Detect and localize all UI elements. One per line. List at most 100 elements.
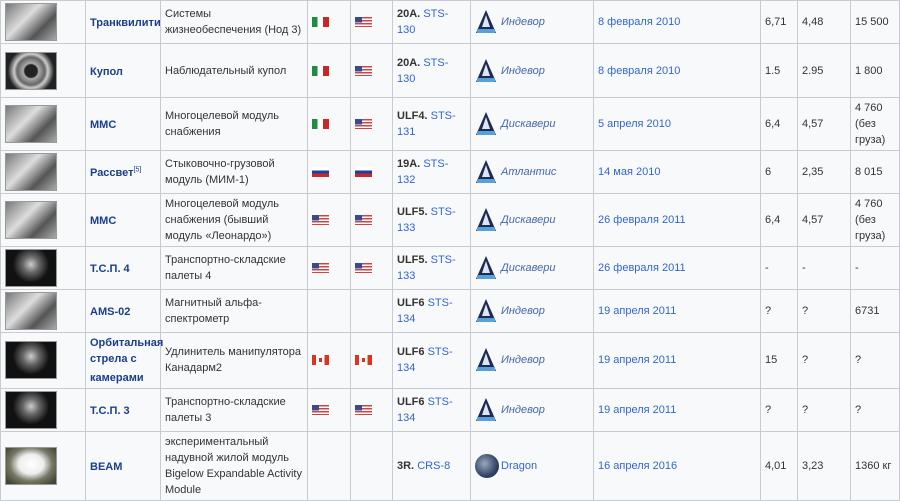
- russia-flag-icon: [312, 167, 329, 178]
- launch-date-link[interactable]: 26 февраля 2011: [598, 214, 686, 226]
- table-row: AMS-02 Магнитный альфа-спектрометр ULF6 …: [0, 289, 900, 333]
- launch-date-cell: 26 февраля 2011: [593, 246, 761, 290]
- module-thumbnail[interactable]: [5, 51, 57, 90]
- launch-date-link[interactable]: 5 апреля 2010: [598, 118, 672, 130]
- length-value: ?: [760, 289, 798, 333]
- orbiter-cell: Дискавери: [470, 97, 594, 151]
- module-name-link[interactable]: Транквилити: [90, 17, 161, 30]
- orbiter-cell: Дискавери: [470, 246, 594, 290]
- launch-date-link[interactable]: 26 февраля 2011: [598, 262, 686, 274]
- launch-date-link[interactable]: 8 февраля 2010: [598, 16, 681, 28]
- diameter-value: 4,48: [797, 0, 851, 44]
- flight-cell: ULF6 STS-134: [392, 289, 471, 333]
- module-name-link[interactable]: Орбитальная стрела с камерами: [90, 337, 164, 384]
- mass-value: 1360 кг: [850, 430, 900, 501]
- module-name-link[interactable]: Т.С.П. 4: [90, 263, 130, 276]
- length-value: ?: [760, 387, 798, 432]
- mission-link[interactable]: STS-134: [397, 395, 453, 424]
- mission-link[interactable]: STS-132: [397, 158, 449, 186]
- table-row: Т.С.П. 3 Транспортно-складские палеты 3 …: [0, 387, 900, 432]
- launch-date-link[interactable]: 19 апреля 2011: [598, 403, 677, 416]
- owner-flag-cell: [350, 150, 393, 194]
- mission-link[interactable]: STS-133: [397, 254, 456, 282]
- launch-date-cell: 5 апреля 2010: [593, 97, 761, 151]
- usa-flag-icon: [355, 65, 372, 76]
- launch-date-cell: 19 апреля 2011: [593, 387, 761, 432]
- module-name-cell: ММС: [85, 97, 161, 151]
- module-name-link[interactable]: ММС: [90, 119, 117, 132]
- module-thumbnail[interactable]: [5, 153, 57, 191]
- module-thumbnail[interactable]: [5, 249, 57, 287]
- russia-flag-icon: [355, 167, 372, 178]
- module-name-link[interactable]: Рассвет[5]: [90, 166, 142, 180]
- manufacturer-flag-cell: [307, 332, 351, 389]
- reference-link[interactable]: [5]: [133, 166, 142, 174]
- orbiter-link[interactable]: Дискавери: [501, 213, 556, 226]
- orbiter-link[interactable]: Атлантис: [501, 165, 557, 178]
- assembly-flight: 20A.: [397, 56, 421, 69]
- mass-value: ?: [850, 387, 900, 432]
- orbiter-link[interactable]: Индевор: [501, 354, 545, 367]
- module-description: Стыковочно-грузовой модуль (МИМ-1): [160, 150, 308, 194]
- usa-flag-icon: [312, 263, 329, 274]
- shuttle-patch-icon: [475, 298, 497, 324]
- launch-date-link[interactable]: 16 апреля 2016: [598, 459, 678, 472]
- module-name-cell: ММС: [85, 193, 161, 247]
- mission-link[interactable]: STS-134: [397, 297, 453, 325]
- assembly-flight: ULF6: [397, 395, 425, 408]
- mission-link[interactable]: STS-133: [397, 206, 456, 234]
- orbiter-link[interactable]: Dragon: [501, 459, 538, 472]
- module-name-link[interactable]: ММС: [90, 215, 117, 228]
- usa-flag-icon: [312, 404, 329, 415]
- mission-link[interactable]: CRS-8: [417, 459, 451, 472]
- launch-date-link[interactable]: 14 мая 2010: [598, 166, 661, 178]
- orbiter-link[interactable]: Индевор: [501, 15, 545, 28]
- owner-flag-cell: [350, 332, 393, 389]
- orbiter-link[interactable]: Дискавери: [501, 261, 556, 274]
- mission-link[interactable]: STS-134: [397, 346, 453, 375]
- assembly-flight: ULF5.: [397, 206, 428, 218]
- module-thumbnail[interactable]: [5, 292, 57, 330]
- launch-date-link[interactable]: 19 апреля 2011: [598, 354, 677, 367]
- orbiter-cell: Индевор: [470, 387, 594, 432]
- owner-flag-cell: [350, 387, 393, 432]
- mass-value: 6731: [850, 289, 900, 333]
- launch-date-link[interactable]: 19 апреля 2011: [598, 305, 677, 317]
- assembly-flight: ULF5.: [397, 254, 428, 266]
- orbiter-link[interactable]: Индевор: [501, 403, 545, 416]
- module-thumbnail[interactable]: [5, 105, 57, 143]
- module-thumbnail[interactable]: [5, 390, 57, 429]
- flight-cell: 19A. STS-132: [392, 150, 471, 194]
- module-description: экспериментальный надувной жилой модуль …: [160, 430, 308, 501]
- mission-link[interactable]: STS-131: [397, 110, 456, 138]
- module-description: Транспортно-складские палеты 3: [160, 387, 308, 432]
- diameter-value: 2.95: [797, 43, 851, 98]
- launch-date-link[interactable]: 8 февраля 2010: [598, 64, 681, 77]
- module-thumbnail[interactable]: [5, 446, 57, 485]
- orbiter-link[interactable]: Индевор: [501, 304, 545, 317]
- length-value: 6,4: [760, 193, 798, 247]
- mission-link[interactable]: STS-130: [397, 8, 449, 36]
- dragon-patch-icon: [475, 453, 499, 478]
- module-thumbnail[interactable]: [5, 341, 57, 380]
- mass-value: 15 500: [850, 0, 900, 44]
- table-row: Орбитальная стрела с камерами Удлинитель…: [0, 332, 900, 389]
- mission-link[interactable]: STS-130: [397, 56, 449, 85]
- owner-flag-cell: [350, 246, 393, 290]
- module-image-cell: [0, 0, 86, 44]
- usa-flag-icon: [355, 17, 372, 28]
- manufacturer-flag-cell: [307, 387, 351, 432]
- module-name-link[interactable]: Т.С.П. 3: [90, 404, 130, 417]
- module-name-link[interactable]: BEAM: [90, 460, 123, 473]
- module-thumbnail[interactable]: [5, 3, 57, 41]
- flight-cell: ULF5. STS-133: [392, 193, 471, 247]
- usa-flag-icon: [355, 119, 372, 130]
- module-description: Многоцелевой модуль снабжения (бывший мо…: [160, 193, 308, 247]
- diameter-value: 4,57: [797, 193, 851, 247]
- module-name-link[interactable]: Купол: [90, 65, 123, 78]
- orbiter-link[interactable]: Индевор: [501, 64, 545, 77]
- module-thumbnail[interactable]: [5, 201, 57, 239]
- module-name-link[interactable]: AMS-02: [90, 306, 131, 319]
- orbiter-link[interactable]: Дискавери: [501, 117, 556, 130]
